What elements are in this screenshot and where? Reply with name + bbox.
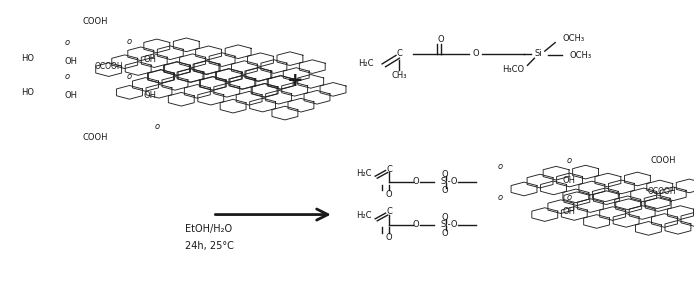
- Text: Si-O: Si-O: [441, 177, 459, 186]
- Text: O: O: [386, 190, 393, 199]
- Text: H₂C: H₂C: [357, 211, 372, 220]
- Text: H₂C: H₂C: [357, 168, 372, 178]
- Text: OH: OH: [144, 91, 156, 100]
- Text: COOH: COOH: [651, 156, 676, 165]
- Text: +: +: [287, 71, 304, 90]
- Text: OH: OH: [144, 55, 156, 64]
- Text: o: o: [127, 72, 132, 81]
- Text: 24h, 25°C: 24h, 25°C: [185, 241, 234, 251]
- Text: O: O: [472, 49, 479, 59]
- Text: O: O: [441, 213, 448, 222]
- Text: OCOOH: OCOOH: [95, 62, 123, 71]
- Text: O: O: [412, 177, 418, 186]
- Text: o: o: [566, 156, 571, 165]
- Text: o: o: [154, 122, 160, 131]
- Text: C: C: [386, 164, 392, 174]
- Text: H₂C: H₂C: [358, 59, 373, 68]
- Text: Si-O: Si-O: [441, 220, 459, 229]
- Text: OH: OH: [562, 176, 575, 185]
- Text: CH₃: CH₃: [392, 71, 407, 80]
- Text: O: O: [441, 186, 448, 195]
- Text: o: o: [65, 38, 70, 47]
- Text: o: o: [497, 162, 502, 171]
- Text: C: C: [386, 207, 392, 216]
- Text: OH: OH: [562, 207, 575, 216]
- Text: H₃CO: H₃CO: [502, 65, 524, 74]
- Text: OCH₃: OCH₃: [562, 34, 584, 43]
- Text: Si: Si: [534, 49, 541, 59]
- Text: HO: HO: [21, 88, 34, 97]
- Text: OCH₃: OCH₃: [569, 51, 591, 60]
- Text: o: o: [127, 37, 132, 46]
- Text: EtOH/H₂O: EtOH/H₂O: [186, 224, 233, 234]
- Text: O: O: [441, 228, 448, 238]
- Text: C: C: [396, 49, 402, 59]
- Text: HO: HO: [21, 54, 34, 63]
- Text: COOH: COOH: [82, 17, 108, 26]
- Text: COOH: COOH: [82, 133, 108, 142]
- Text: O: O: [441, 170, 448, 179]
- Text: O: O: [412, 220, 418, 229]
- Text: OH: OH: [64, 91, 77, 100]
- Text: O: O: [438, 35, 444, 44]
- Text: OH: OH: [64, 57, 77, 65]
- Text: O: O: [386, 233, 393, 242]
- Text: o: o: [65, 72, 70, 81]
- Text: o: o: [566, 193, 571, 202]
- Text: o: o: [497, 193, 502, 202]
- Text: OCOOH: OCOOH: [648, 187, 676, 196]
